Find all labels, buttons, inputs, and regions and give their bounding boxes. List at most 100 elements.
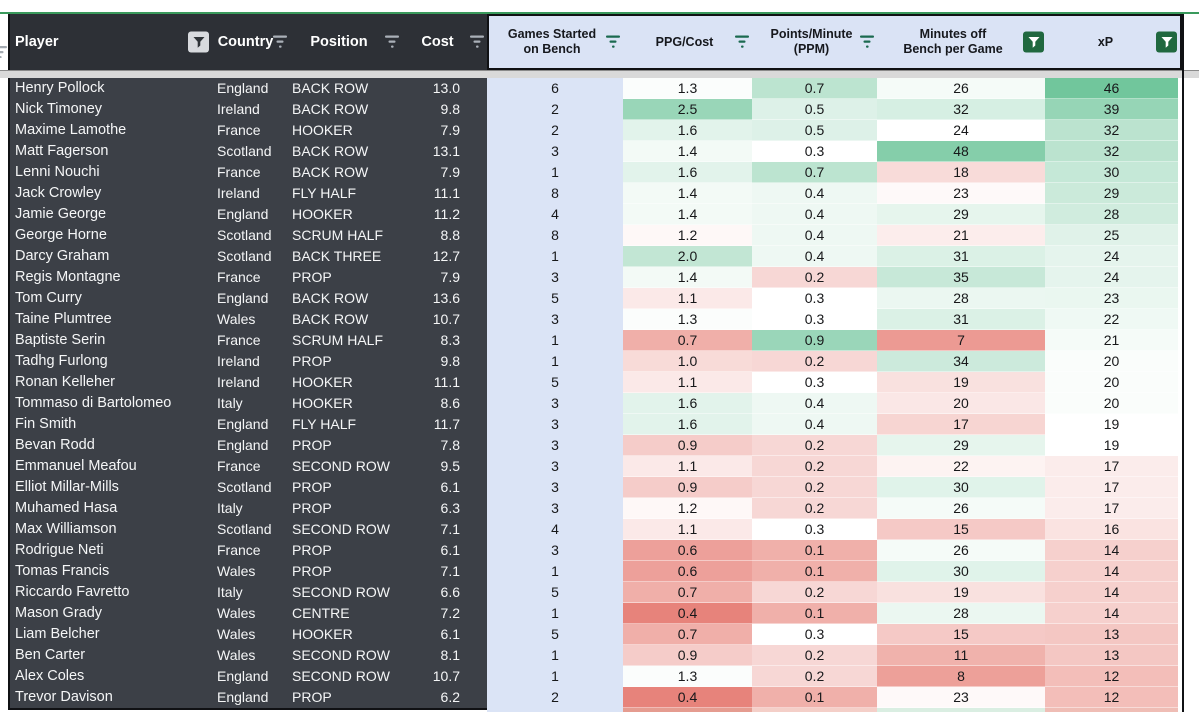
cell-position[interactable]: PROP [290,498,402,519]
filter-lines-icon[interactable] [859,35,875,49]
cell-country[interactable]: Wales [215,309,290,330]
cell-ppm[interactable]: 0.4 [752,414,877,435]
column-header-xp[interactable]: xP [1047,16,1180,68]
cell-minutes[interactable]: 28 [877,288,1045,309]
cell-games[interactable]: 1 [487,561,623,582]
cell-games[interactable]: 1 [487,603,623,624]
cell-country[interactable]: England [215,435,290,456]
cell-cost[interactable]: 6.1 [402,624,487,645]
cell-player[interactable]: Liam Belcher [8,624,215,645]
cell-xp[interactable]: 13 [1045,645,1178,666]
cell-xp[interactable]: 21 [1045,330,1178,351]
cell-country[interactable]: Italy [215,582,290,603]
cell-cost[interactable]: 9.5 [402,456,487,477]
cell-games[interactable]: 3 [487,540,623,561]
cell-minutes[interactable]: 15 [877,624,1045,645]
cell-player[interactable]: Lenni Nouchi [8,162,215,183]
cell-ppm[interactable]: 0.3 [752,141,877,162]
cell-games[interactable]: 1 [487,330,623,351]
cell-ppm[interactable]: 0.4 [752,204,877,225]
cell-ppg[interactable]: 1.2 [623,225,752,246]
filter-active-green-icon[interactable] [1156,31,1177,53]
cell-games[interactable]: 1 [487,645,623,666]
cell-minutes[interactable]: 29 [877,204,1045,225]
cell-position[interactable]: SCRUM HALF [290,330,402,351]
cell-ppg[interactable]: 1.6 [623,120,752,141]
cell-minutes[interactable]: 29 [877,435,1045,456]
cell-minutes[interactable]: 19 [877,582,1045,603]
cell-ppg[interactable]: 1.0 [623,351,752,372]
cell-xp[interactable]: 13 [1045,624,1178,645]
cell-cost[interactable]: 7.1 [402,561,487,582]
cell-country[interactable]: Scotland [215,246,290,267]
cell-player[interactable]: Nick Timoney [8,99,215,120]
cell-ppm[interactable]: 0.1 [752,540,877,561]
cell-cost[interactable]: 11.2 [402,204,487,225]
cell-minutes[interactable]: 35 [877,267,1045,288]
cell-ppg[interactable]: 0.9 [623,477,752,498]
cell-country[interactable]: Italy [215,393,290,414]
cell-ppm[interactable]: 0.1 [752,687,877,708]
cell-xp[interactable]: 28 [1045,204,1178,225]
cell-ppg[interactable]: 1.1 [623,519,752,540]
column-header-ppg-cost[interactable]: PPG/Cost [625,16,754,68]
cell-position[interactable]: BACK ROW [290,99,402,120]
cell-country[interactable]: Wales [215,603,290,624]
cell-xp[interactable]: 29 [1045,183,1178,204]
cell-country[interactable]: Wales [215,645,290,666]
cell-ppm[interactable]: 0.3 [752,519,877,540]
frozen-row-divider[interactable] [0,70,1199,78]
cell-cost[interactable]: 11.1 [402,372,487,393]
cell-position[interactable]: PROP [290,540,402,561]
cell-position[interactable]: CENTRE [290,603,402,624]
cell-position[interactable]: PROP [290,477,402,498]
cell-position[interactable]: BACK ROW [290,78,402,99]
cell-player[interactable]: Emmanuel Meafou [8,456,215,477]
column-header-country[interactable]: Country [215,14,290,70]
cell-xp[interactable]: 17 [1045,498,1178,519]
column-header-position[interactable]: Position [290,14,402,70]
cell-position[interactable]: PROP [290,267,402,288]
cell-country[interactable]: France [215,330,290,351]
column-header-points-minute[interactable]: Points/Minute (PPM) [754,16,879,68]
cell-minutes[interactable]: 20 [877,393,1045,414]
cell-xp[interactable]: 16 [1045,519,1178,540]
cell-cost[interactable]: 8.1 [402,645,487,666]
cell-country[interactable]: Scotland [215,519,290,540]
cell-games[interactable]: 4 [487,519,623,540]
cell-minutes[interactable]: 23 [877,687,1045,708]
column-header-cost[interactable]: Cost [402,14,487,70]
cell-cost[interactable]: 6.3 [402,498,487,519]
cell-country[interactable]: France [215,540,290,561]
cell-ppg[interactable]: 1.1 [623,288,752,309]
cell-position[interactable]: HOOKER [290,120,402,141]
cell-cost[interactable]: 7.9 [402,162,487,183]
cell-minutes[interactable]: 7 [877,330,1045,351]
cell-player[interactable]: Maxime Lamothe [8,120,215,141]
cell-position[interactable]: SECOND ROW [290,645,402,666]
cell-position[interactable]: SECOND ROW [290,582,402,603]
cell-ppm[interactable]: 0.3 [752,288,877,309]
cell-ppm[interactable]: 0.2 [752,456,877,477]
cell-position[interactable]: SECOND ROW [290,666,402,687]
cell-games[interactable]: 2 [487,120,623,141]
cell-ppg[interactable]: 1.3 [623,666,752,687]
cell-cost[interactable]: 7.9 [402,267,487,288]
cell-country[interactable]: Ireland [215,183,290,204]
cell-position[interactable]: HOOKER [290,624,402,645]
cell-country[interactable]: Ireland [215,351,290,372]
cell-ppg[interactable]: 1.1 [623,372,752,393]
cell-xp[interactable]: 17 [1045,477,1178,498]
cell-player[interactable]: Darcy Graham [8,246,215,267]
cell-ppm[interactable]: 0.7 [752,78,877,99]
cell-xp[interactable]: 19 [1045,435,1178,456]
cell-xp[interactable]: 30 [1045,162,1178,183]
cell-xp[interactable]: 20 [1045,393,1178,414]
cell-cost[interactable]: 6.6 [402,582,487,603]
cell-ppm[interactable]: 0.1 [752,603,877,624]
cell-player[interactable]: Bevan Rodd [8,435,215,456]
cell-xp[interactable]: 22 [1045,309,1178,330]
cell-ppg[interactable]: 1.3 [623,78,752,99]
cell-player[interactable]: Jack Crowley [8,183,215,204]
cell-xp[interactable]: 14 [1045,540,1178,561]
